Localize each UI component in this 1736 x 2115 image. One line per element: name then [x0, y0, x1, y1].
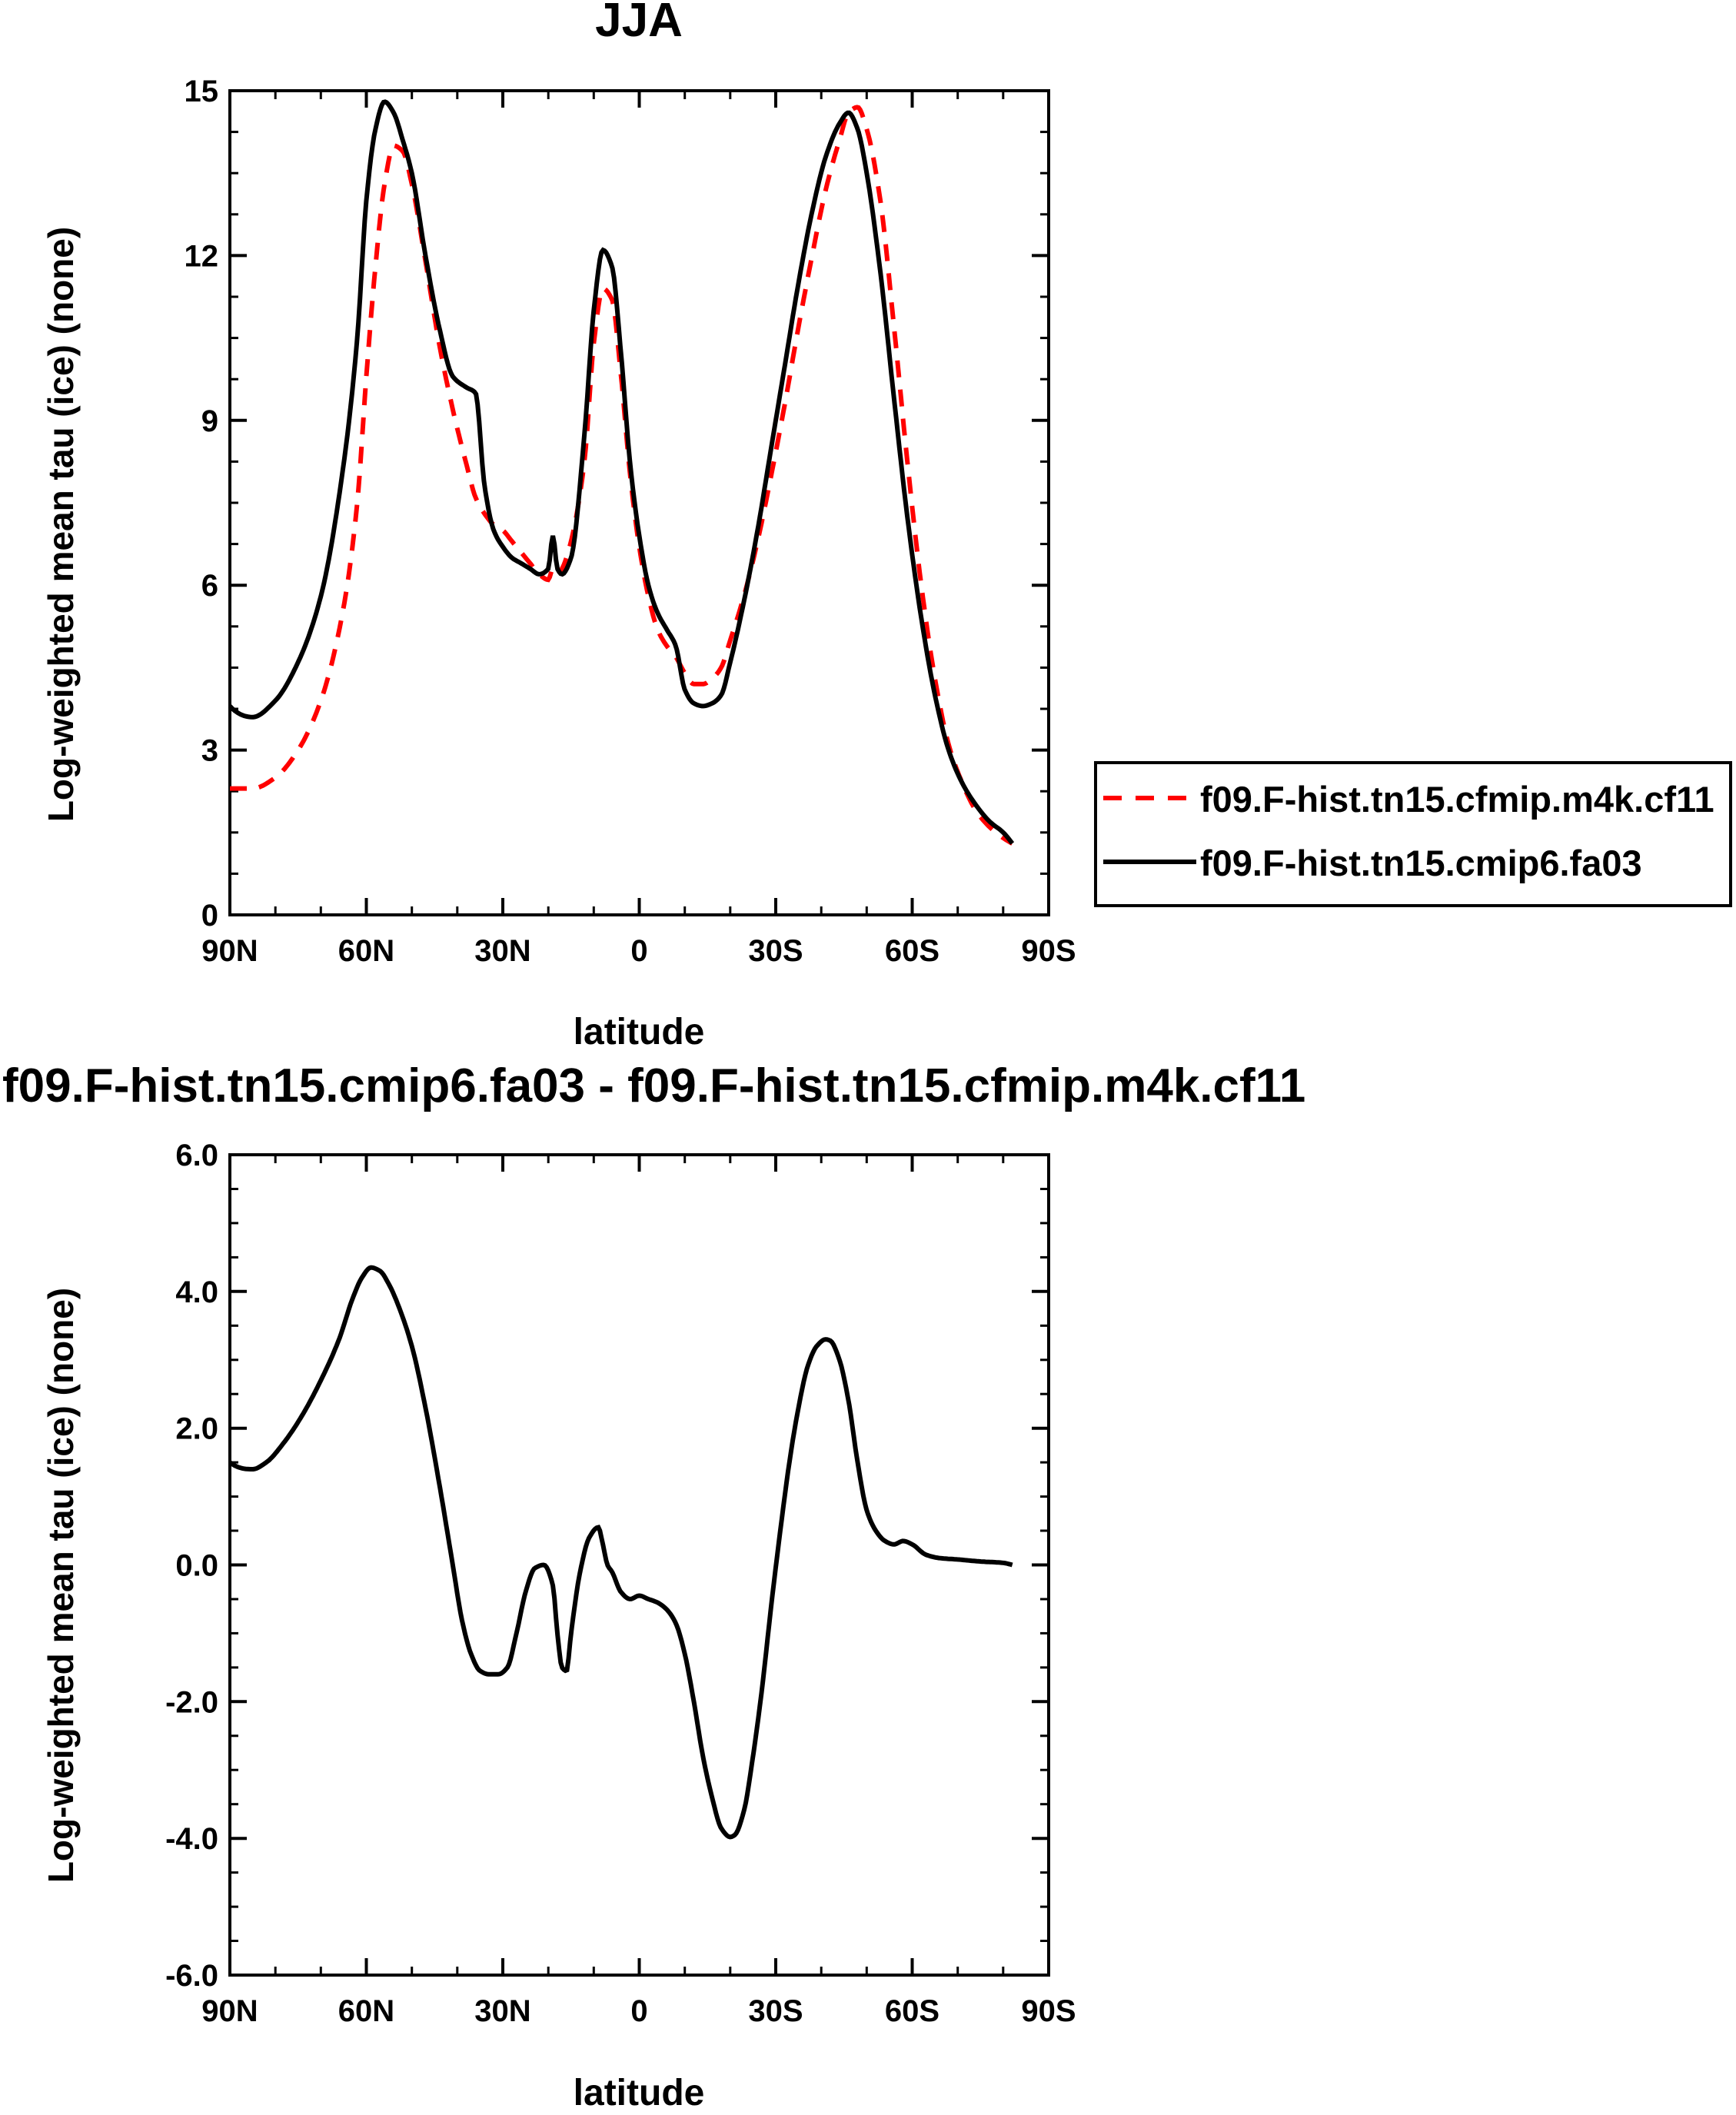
- svg-text:0: 0: [630, 1994, 647, 2028]
- svg-text:60S: 60S: [885, 1994, 940, 2028]
- svg-text:6.0: 6.0: [175, 1139, 218, 1172]
- svg-text:15: 15: [185, 75, 219, 108]
- svg-text:60N: 60N: [338, 934, 394, 968]
- svg-text:0: 0: [201, 899, 218, 933]
- svg-text:30S: 30S: [748, 1994, 803, 2028]
- svg-text:latitude: latitude: [574, 2073, 705, 2111]
- svg-text:Log-weighted mean tau (ice) (n: Log-weighted mean tau (ice) (none): [41, 227, 81, 822]
- svg-text:f09.F-hist.tn15.cmip6.fa03: f09.F-hist.tn15.cmip6.fa03: [1200, 843, 1642, 883]
- svg-text:-4.0: -4.0: [165, 1822, 218, 1856]
- svg-text:f09.F-hist.tn15.cmip6.fa03 - f: f09.F-hist.tn15.cmip6.fa03 - f09.F-hist.…: [2, 1059, 1305, 1112]
- svg-text:Log-weighted mean tau (ice) (n: Log-weighted mean tau (ice) (none): [41, 1288, 81, 1883]
- svg-text:60S: 60S: [885, 934, 940, 968]
- svg-text:latitude: latitude: [574, 1012, 705, 1053]
- svg-text:-6.0: -6.0: [165, 1959, 218, 1993]
- svg-text:-2.0: -2.0: [165, 1685, 218, 1719]
- svg-text:9: 9: [201, 404, 218, 438]
- svg-text:3: 3: [201, 734, 218, 768]
- svg-text:0.0: 0.0: [175, 1549, 218, 1583]
- svg-text:90S: 90S: [1021, 934, 1076, 968]
- svg-text:4.0: 4.0: [175, 1275, 218, 1309]
- svg-text:60N: 60N: [338, 1994, 394, 2028]
- svg-text:90N: 90N: [201, 934, 258, 968]
- svg-text:2.0: 2.0: [175, 1412, 218, 1446]
- svg-text:0: 0: [630, 934, 647, 968]
- svg-text:30N: 30N: [474, 1994, 530, 2028]
- svg-text:12: 12: [185, 239, 219, 273]
- svg-text:6: 6: [201, 569, 218, 603]
- svg-text:90N: 90N: [201, 1994, 258, 2028]
- svg-text:f09.F-hist.tn15.cfmip.m4k.cf11: f09.F-hist.tn15.cfmip.m4k.cf11: [1200, 779, 1714, 820]
- svg-text:30N: 30N: [474, 934, 530, 968]
- svg-text:JJA: JJA: [595, 0, 683, 47]
- svg-text:30S: 30S: [748, 934, 803, 968]
- svg-text:90S: 90S: [1021, 1994, 1076, 2028]
